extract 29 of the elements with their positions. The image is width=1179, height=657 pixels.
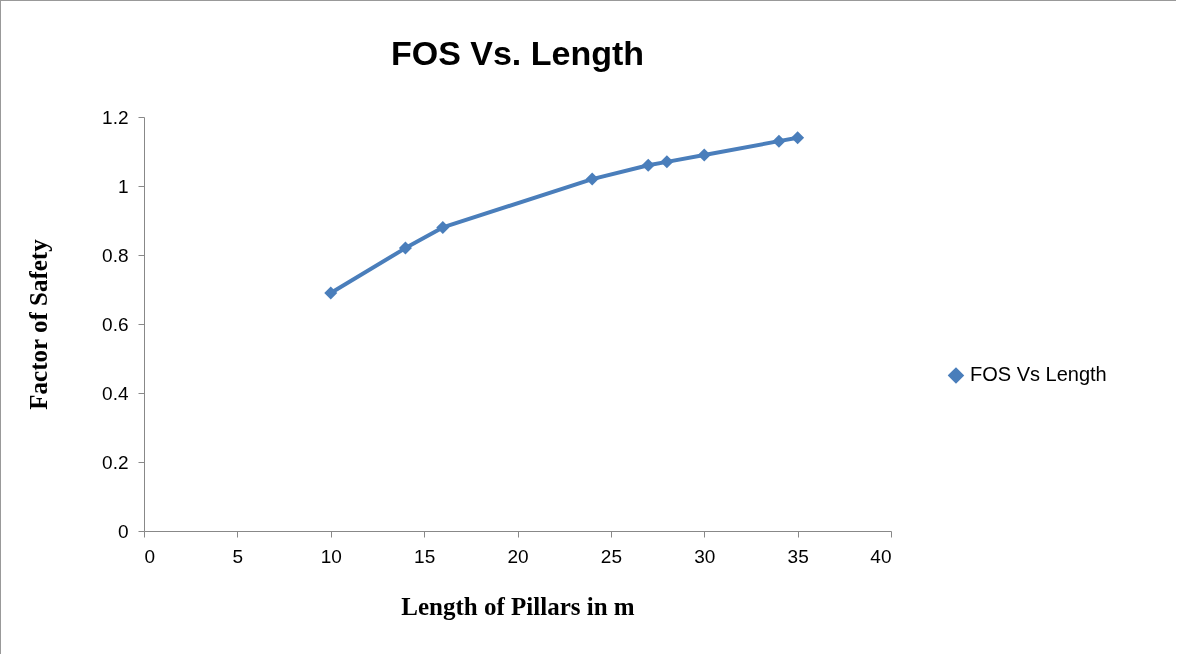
legend-label: FOS Vs Length	[970, 363, 1107, 386]
chart-title: FOS Vs. Length	[390, 34, 645, 72]
x-tick-label: 20	[507, 545, 529, 567]
x-tick-label: 10	[320, 545, 342, 567]
y-axis-title: Factor of Safety	[25, 238, 53, 410]
x-tick-label: 25	[600, 545, 622, 567]
x-tick-label: 40	[870, 545, 892, 567]
x-tick-label: 30	[694, 545, 716, 567]
x-axis-title: Length of Pillars in m	[401, 592, 635, 620]
point	[791, 131, 805, 145]
y-tick-label: 0.4	[102, 382, 129, 404]
x-tick-label: 5	[232, 545, 244, 567]
point	[660, 155, 674, 169]
point	[324, 286, 338, 300]
y-tick-label: 0.2	[102, 451, 129, 473]
point	[436, 220, 450, 234]
point	[772, 134, 786, 148]
point	[641, 158, 655, 172]
y-tick-label: 1	[117, 175, 129, 197]
point	[398, 241, 412, 255]
point	[697, 148, 711, 162]
y-tick-label: 0	[117, 520, 129, 542]
x-tick-label: 0	[144, 545, 156, 567]
y-tick-label: 1.2	[102, 106, 129, 128]
y-tick-label: 0.6	[102, 313, 129, 335]
y-tick-label: 0.8	[102, 244, 129, 266]
point	[585, 172, 599, 186]
x-tick-label: 15	[414, 545, 436, 567]
x-tick-label: 35	[787, 545, 809, 567]
